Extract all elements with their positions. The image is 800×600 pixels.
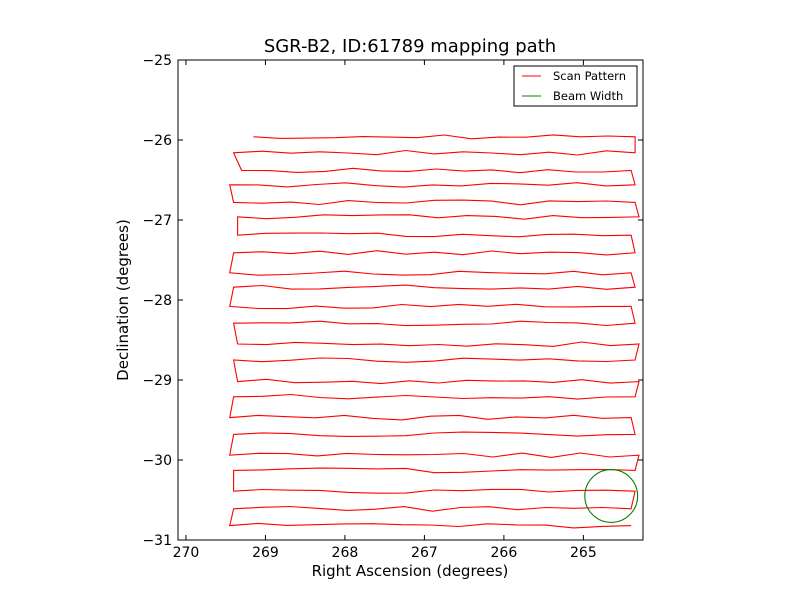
x-tick-label: 268 [332, 545, 359, 561]
plot-data [228, 134, 640, 529]
legend-label-beam-width: Beam Width [553, 89, 623, 103]
beam-width-circle [584, 469, 639, 523]
y-tick-label: −29 [142, 373, 172, 389]
x-tick-label: 266 [491, 545, 518, 561]
plot-area-frame [177, 59, 644, 541]
y-tick-label: −30 [142, 453, 172, 469]
y-tick-label: −28 [142, 293, 172, 309]
legend: Scan Pattern Beam Width [513, 65, 638, 107]
y-tick-label: −31 [142, 533, 172, 549]
y-tick-label: −26 [142, 133, 172, 149]
x-tick-label: 267 [411, 545, 438, 561]
x-tick-label: 270 [173, 545, 200, 561]
legend-box [513, 65, 638, 107]
y-tick-label: −25 [142, 53, 172, 69]
y-axis-label: Declination (degrees) [114, 219, 132, 381]
scan-pattern-line [228, 134, 640, 529]
x-tick-label: 265 [570, 545, 597, 561]
y-tick-label: −27 [142, 213, 172, 229]
x-axis: 270 269 268 267 266 265 [173, 60, 597, 561]
x-axis-label: Right Ascension (degrees) [312, 562, 509, 580]
chart-title: SGR-B2, ID:61789 mapping path [264, 36, 556, 57]
legend-label-scan-pattern: Scan Pattern [553, 69, 626, 83]
y-axis: −25 −26 −27 −28 −29 −30 −31 [142, 53, 643, 549]
x-tick-label: 269 [252, 545, 279, 561]
